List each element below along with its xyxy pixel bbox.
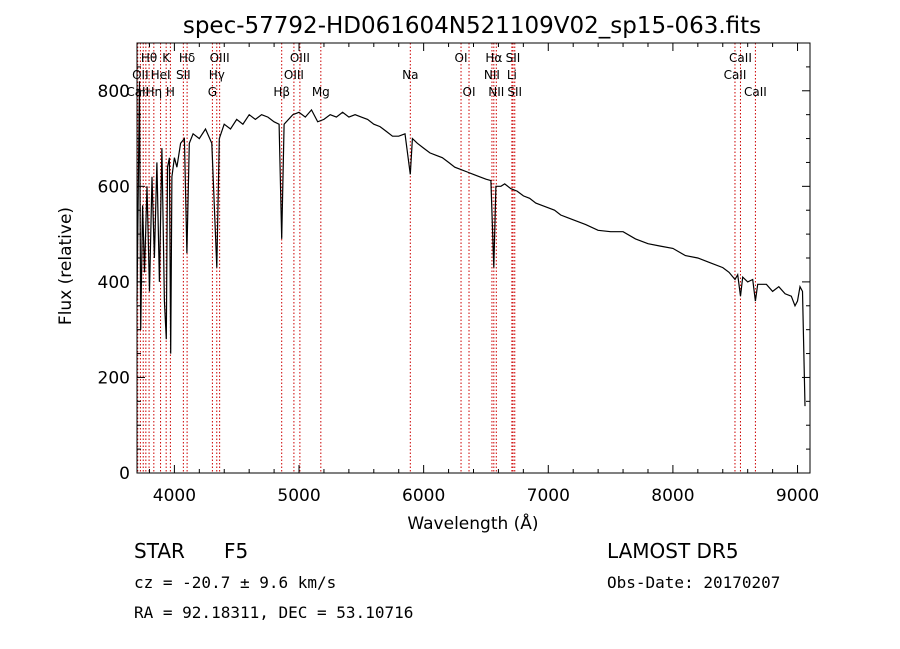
- y-axis-ticks: 0 200 400 600 800: [98, 66, 810, 484]
- x-axis-label: Wavelength (Å): [407, 512, 538, 534]
- redshift-cz: cz = -20.7 ± 9.6 km/s: [134, 573, 336, 592]
- y-tick-label: 200: [98, 368, 130, 388]
- line-marker-label: NII: [484, 68, 500, 82]
- spectral-line-markers: [137, 43, 756, 473]
- line-marker-label: Li: [507, 68, 517, 82]
- x-tick-label: 4000: [153, 486, 196, 506]
- y-tick-label: 600: [98, 177, 130, 197]
- chart-title: spec-57792-HD061604N521109V02_sp15-063.f…: [183, 13, 761, 39]
- line-marker-label: SII: [176, 68, 191, 82]
- line-marker-label: Hθ: [141, 51, 157, 65]
- x-tick-label: 5000: [277, 486, 320, 506]
- line-marker-label: SII: [506, 51, 521, 65]
- x-tick-label: 9000: [776, 486, 819, 506]
- line-marker-label: H: [166, 85, 175, 99]
- line-marker-label: SII: [507, 85, 522, 99]
- line-marker-label: CaII: [744, 85, 767, 99]
- line-marker-label: CaII: [126, 85, 149, 99]
- line-marker-label: HeI: [151, 68, 171, 82]
- line-marker-label: NII: [488, 85, 504, 99]
- coordinates: RA = 92.18311, DEC = 53.10716: [134, 603, 413, 622]
- line-marker-label: Mg: [312, 85, 330, 99]
- line-marker-label: Na: [402, 68, 418, 82]
- plot-frame: [136, 42, 811, 474]
- x-tick-label: 7000: [527, 486, 570, 506]
- line-marker-label: OII: [132, 68, 149, 82]
- spectral-line-labels: Hθ K Hδ OIII OIII OI Hα SII CaII OII HeI SII Hγ OIII N…: [126, 51, 766, 99]
- line-marker-label: Hβ: [273, 85, 290, 99]
- x-tick-label: 6000: [402, 486, 445, 506]
- line-marker-label: OI: [463, 85, 476, 99]
- line-marker-label: Hγ: [209, 68, 225, 82]
- line-marker-label: CaII: [724, 68, 747, 82]
- line-marker-label: OIII: [290, 51, 310, 65]
- y-tick-label: 0: [119, 464, 130, 484]
- line-marker-label: Hα: [485, 51, 502, 65]
- info-panel: STAR F5 LAMOST DR5 cz = -20.7 ± 9.6 km/s…: [134, 539, 780, 622]
- line-marker-label: CaII: [729, 51, 752, 65]
- y-tick-label: 800: [98, 82, 130, 102]
- line-marker-label: OIII: [210, 51, 230, 65]
- line-marker-label: OIII: [284, 68, 304, 82]
- survey-name: LAMOST DR5: [607, 539, 739, 563]
- y-tick-label: 400: [98, 273, 130, 293]
- line-marker-label: G: [208, 85, 217, 99]
- line-marker-label: Hη: [146, 85, 163, 99]
- spectrum-series-line: [136, 81, 806, 407]
- y-axis-label: Flux (relative): [56, 207, 76, 325]
- x-axis-ticks: 4000 5000 6000 7000 8000 9000: [148, 43, 819, 506]
- line-marker-label: OI: [455, 51, 468, 65]
- object-subclass: F5: [224, 539, 248, 563]
- line-marker-label: Hδ: [179, 51, 195, 65]
- object-class: STAR: [134, 539, 185, 563]
- x-tick-label: 8000: [651, 486, 694, 506]
- line-marker-label: K: [162, 51, 171, 65]
- observation-date: Obs-Date: 20170207: [607, 573, 780, 592]
